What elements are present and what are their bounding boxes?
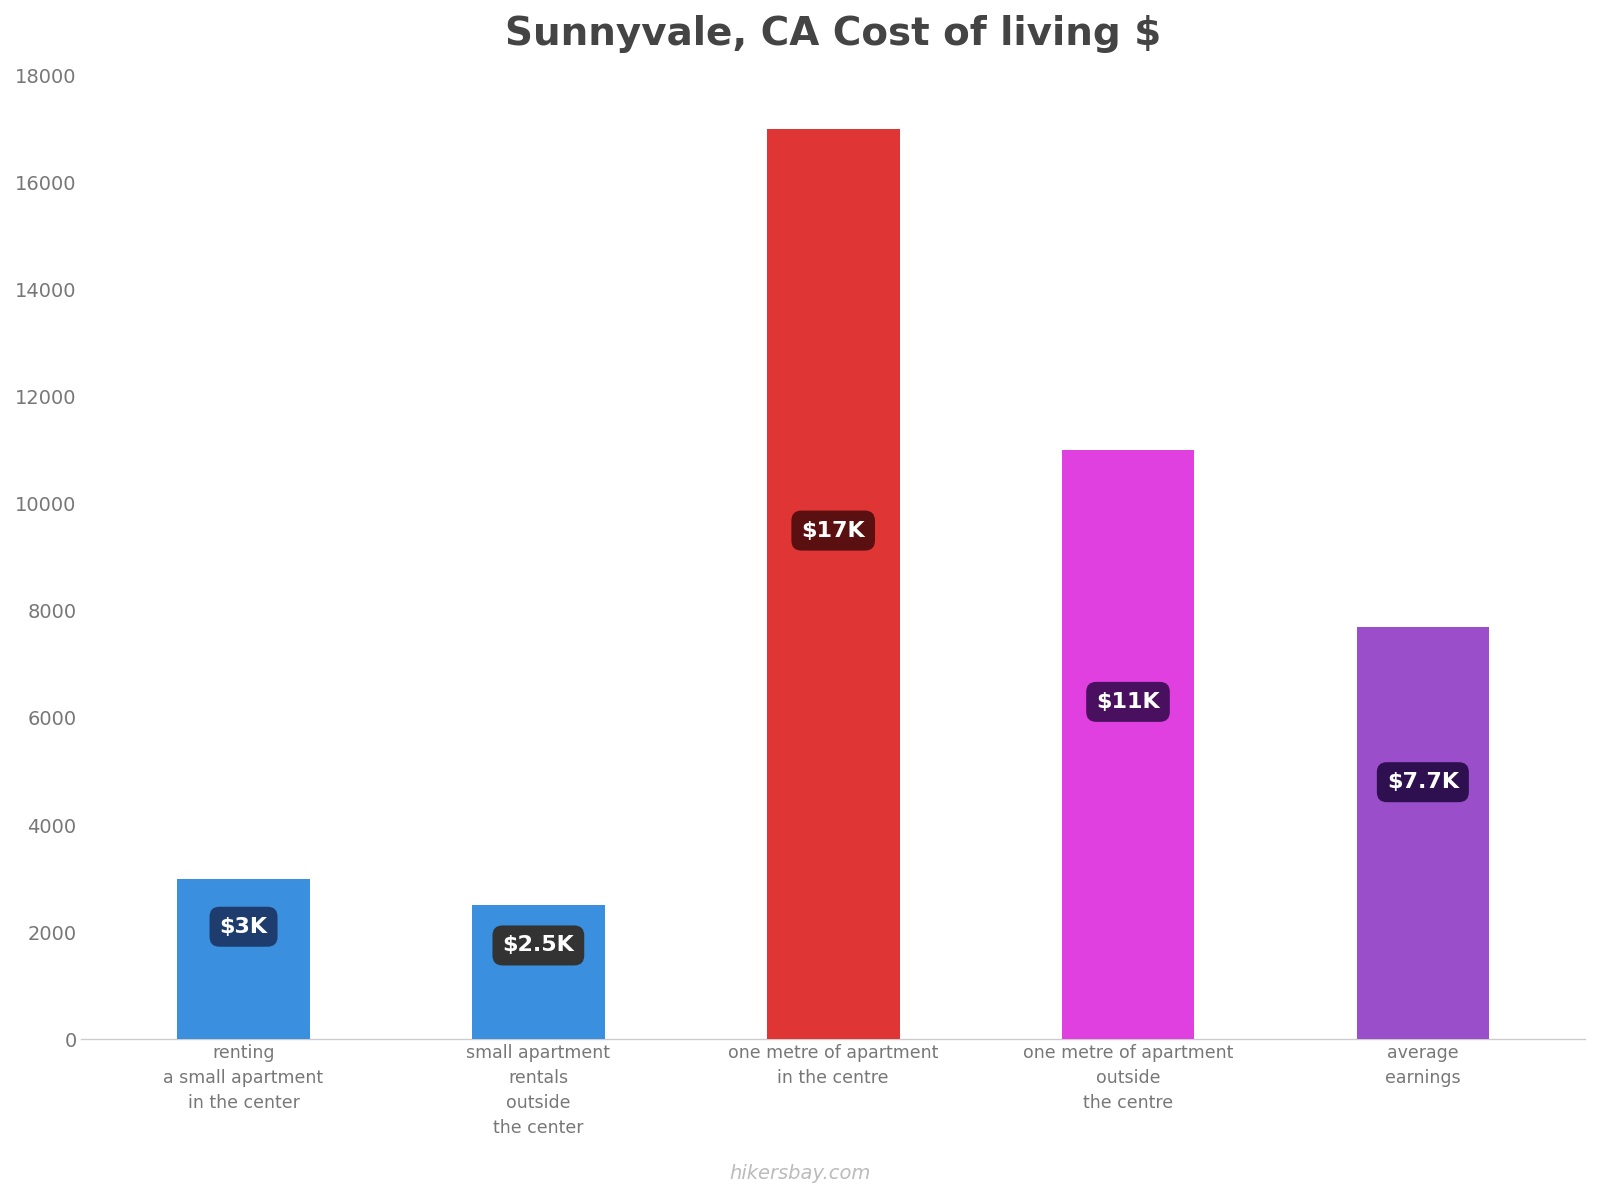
Text: $17K: $17K [802, 521, 866, 540]
Bar [178, 878, 310, 1039]
Bar [1357, 626, 1490, 1039]
Text: hikersbay.com: hikersbay.com [730, 1164, 870, 1183]
Bar [766, 130, 899, 1039]
Text: $2.5K: $2.5K [502, 936, 574, 955]
Bar [1062, 450, 1194, 1039]
Text: $7.7K: $7.7K [1387, 772, 1459, 792]
Title: Sunnyvale, CA Cost of living $: Sunnyvale, CA Cost of living $ [506, 14, 1162, 53]
Text: $3K: $3K [219, 917, 267, 937]
Text: $11K: $11K [1096, 692, 1160, 712]
Bar [472, 905, 605, 1039]
